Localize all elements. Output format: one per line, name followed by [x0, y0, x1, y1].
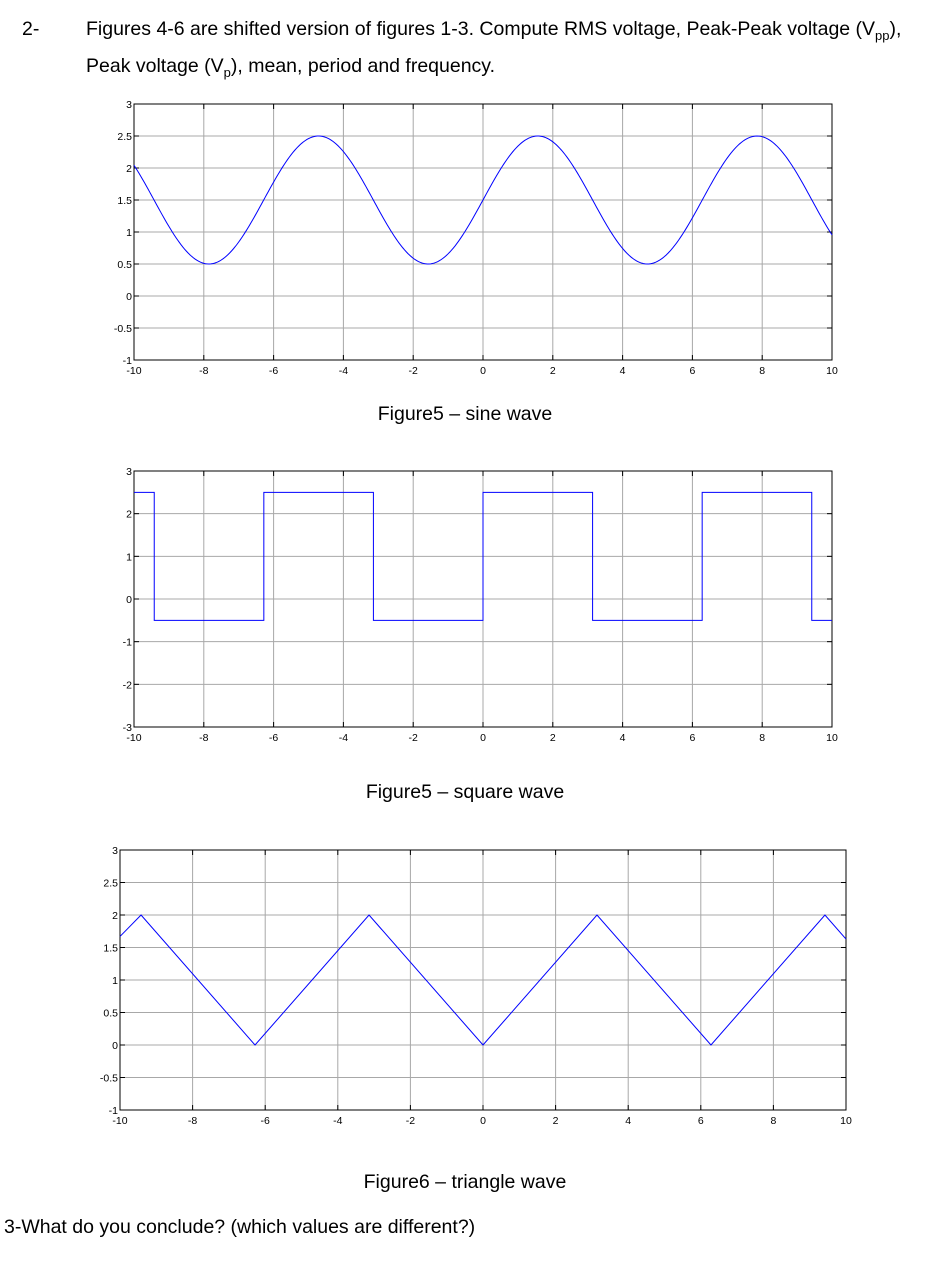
question-2-text: Figures 4-6 are shifted version of figur…: [86, 14, 926, 88]
question-2-line1-sub: pp: [875, 27, 890, 43]
square-trace: [134, 491, 832, 621]
x-tick-label: 10: [826, 732, 838, 744]
figure-caption-sine: Figure5 – sine wave: [377, 403, 553, 425]
x-tick-label: -8: [199, 732, 208, 744]
x-tick-label: 6: [698, 1115, 704, 1127]
y-tick-label: 2: [126, 509, 132, 521]
y-tick-label: 0.5: [103, 1008, 118, 1020]
y-tick-label: 0: [126, 291, 132, 303]
x-tick-label: 2: [550, 732, 556, 744]
axes-box: [133, 470, 833, 728]
x-tick-label: -4: [339, 732, 348, 744]
x-tick-label: -6: [269, 732, 278, 744]
y-tick-label: 2: [112, 910, 118, 922]
x-tick-label: -6: [269, 365, 278, 377]
x-tick-label: 0: [480, 1115, 486, 1127]
x-tick-label: 2: [550, 365, 556, 377]
y-tick-label: -3: [123, 722, 132, 734]
y-tick-label: 1: [112, 975, 118, 987]
y-tick-label: 2: [126, 163, 132, 175]
y-tick-label: -2: [123, 679, 132, 691]
question-3: 3-What do you conclude? (which values ar…: [4, 1216, 476, 1238]
x-tick-label: -10: [126, 365, 141, 377]
y-tick-label: 0: [126, 594, 132, 606]
x-tick-label: -6: [261, 1115, 270, 1127]
y-tick-label: -0.5: [114, 323, 132, 335]
triangle-trace: [119, 914, 847, 1046]
x-tick-label: 6: [689, 732, 695, 744]
x-tick-label: 4: [620, 365, 626, 377]
sine-trace: [133, 135, 833, 265]
x-tick-label: 4: [620, 732, 626, 744]
y-tick-label: -1: [123, 355, 132, 367]
x-tick-label: -2: [406, 1115, 415, 1127]
y-tick-label: 3: [126, 466, 132, 478]
x-tick-label: -10: [112, 1115, 127, 1127]
question-2-line2-a: Peak voltage (V: [86, 54, 224, 77]
x-tick-label: 6: [689, 365, 695, 377]
figure-caption-square: Figure5 – square wave: [365, 781, 565, 803]
x-tick-label: 8: [759, 732, 765, 744]
figure-caption-triangle: Figure6 – triangle wave: [363, 1171, 567, 1193]
y-tick-label: 1.5: [117, 195, 132, 207]
y-tick-label: 2.5: [117, 131, 132, 143]
question-2-line1-b: ),: [889, 18, 902, 40]
y-tick-label: 1: [126, 551, 132, 563]
y-tick-label: 0: [112, 1040, 118, 1052]
y-tick-label: -0.5: [100, 1073, 118, 1085]
axes-box: [119, 849, 847, 1111]
y-tick-label: 1: [126, 227, 132, 239]
x-tick-label: -4: [333, 1115, 342, 1127]
question-2-line2-b: ), mean, period and frequency.: [230, 54, 496, 77]
y-tick-label: 3: [126, 99, 132, 111]
x-tick-label: 10: [840, 1115, 852, 1127]
question-2-line2-sub: p: [223, 64, 231, 80]
x-tick-label: 8: [759, 365, 765, 377]
y-tick-label: 3: [112, 845, 118, 857]
x-tick-label: 2: [553, 1115, 559, 1127]
axes-box: [133, 103, 833, 361]
y-tick-label: -1: [123, 637, 132, 649]
x-tick-label: -8: [199, 365, 208, 377]
x-tick-label: -8: [188, 1115, 197, 1127]
triangle-wave-plot: -10 -8 -6 -4 -2 0 2 4 6 8 10 -1 -0.5 0 0.5 1 1.5 2 2.5 3: [100, 845, 852, 1127]
x-tick-label: -4: [339, 365, 348, 377]
y-tick-label: 2.5: [103, 878, 118, 890]
x-tick-label: 10: [826, 365, 838, 377]
y-tick-label: -1: [109, 1105, 118, 1117]
x-tick-label: 0: [480, 732, 486, 744]
x-tick-label: 0: [480, 365, 486, 377]
x-tick-label: 4: [625, 1115, 631, 1127]
y-tick-label: 0.5: [117, 259, 132, 271]
y-tick-label: 1.5: [103, 943, 118, 955]
question-2-number: 2-: [22, 18, 40, 40]
x-tick-label: 8: [770, 1115, 776, 1127]
question-2-line1-a: Figures 4-6 are shifted version of figur…: [86, 18, 876, 40]
x-tick-label: -2: [409, 732, 418, 744]
x-tick-label: -2: [409, 365, 418, 377]
sine-wave-plot: -10 -8 -6 -4 -2 0 2 4 6 8 10 -1 -0.5 0 0.5 1 1.5 2 2.5 3: [114, 99, 838, 377]
x-tick-label: -10: [126, 732, 141, 744]
